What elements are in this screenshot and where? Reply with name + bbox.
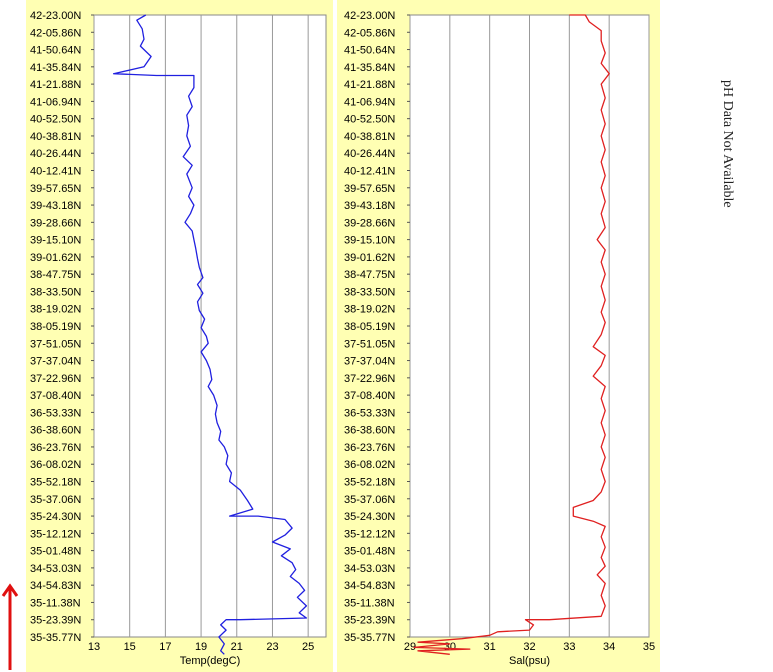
salinity-chart: 29 30 31 32 33 34 35 42-23.00N 42-05.86N 41-50.64…: [344, 10, 655, 667]
y-tick-label: 41-06.94N: [30, 96, 81, 108]
x-tick-label: 31: [484, 641, 496, 653]
y-tick-label: 38-47.75N: [30, 269, 81, 281]
y-tick-label: 34-54.83N: [30, 580, 81, 592]
x-tick-label: 19: [195, 641, 207, 653]
y-tick-label: 35-01.48N: [30, 546, 81, 558]
x-tick-label: 17: [159, 641, 171, 653]
x-tick-label: 35: [643, 641, 655, 653]
y-tick-label: 39-43.18N: [30, 200, 81, 212]
y-tick-label: 36-38.60N: [344, 425, 395, 437]
y-tick-label: 35-11.38N: [344, 597, 395, 609]
x-tick-label: 33: [563, 641, 575, 653]
y-tick-label: 39-01.62N: [344, 252, 395, 264]
y-tick-label: 39-57.65N: [30, 183, 81, 195]
y-tick-label: 38-33.50N: [344, 286, 395, 298]
y-tick-label: 35-52.18N: [30, 477, 81, 489]
x-tick-label: 15: [124, 641, 136, 653]
y-tick-label: 39-15.10N: [344, 235, 395, 247]
x-tick-label: 32: [523, 641, 535, 653]
y-tick-label: 39-01.62N: [30, 252, 81, 264]
series-line: [413, 14, 610, 655]
y-tick-label: 35-24.30N: [30, 511, 81, 523]
x-tick-label: 21: [231, 641, 243, 653]
y-tick-label: 35-23.39N: [344, 615, 395, 627]
y-tick-label: 38-33.50N: [30, 286, 81, 298]
y-tick-label: 41-21.88N: [30, 79, 81, 91]
x-axis-title: Temp(degC): [180, 655, 241, 667]
y-tick-label: 38-05.19N: [30, 321, 81, 333]
plot-area: [93, 14, 327, 638]
y-tick-label: 38-19.02N: [30, 304, 81, 316]
y-tick-label: 34-54.83N: [344, 580, 395, 592]
y-tick-label: 36-23.76N: [344, 442, 395, 454]
y-tick-label: 37-08.40N: [344, 390, 395, 402]
y-tick-label: 34-53.03N: [344, 563, 395, 575]
y-tick-label: 35-12.12N: [30, 528, 81, 540]
y-tick-label: 40-26.44N: [344, 148, 395, 160]
y-tick-label: 37-22.96N: [30, 373, 81, 385]
y-tick-label: 42-05.86N: [30, 27, 81, 39]
y-tick-label: 39-57.65N: [344, 183, 395, 195]
y-tick-label: 35-35.77N: [344, 632, 395, 644]
y-tick-label: 41-35.84N: [30, 62, 81, 74]
series-line: [112, 14, 308, 655]
x-tick-label: 29: [404, 641, 416, 653]
y-tick-label: 40-38.81N: [30, 131, 81, 143]
x-tick-label: 25: [302, 641, 314, 653]
y-tick-label: 39-28.66N: [30, 217, 81, 229]
y-tick-label: 36-08.02N: [30, 459, 81, 471]
y-tick-label: 35-35.77N: [30, 632, 81, 644]
y-tick-label: 39-43.18N: [344, 200, 395, 212]
y-tick-label: 35-23.39N: [30, 615, 81, 627]
up-arrow-icon: [1, 583, 19, 670]
y-tick-label: 36-53.33N: [344, 407, 395, 419]
y-tick-label: 36-23.76N: [30, 442, 81, 454]
y-tick-label: 37-08.40N: [30, 390, 81, 402]
y-tick-label: 40-12.41N: [344, 166, 395, 178]
x-tick-label: 13: [88, 641, 100, 653]
y-tick-label: 40-38.81N: [344, 131, 395, 143]
y-tick-label: 35-01.48N: [344, 546, 395, 558]
y-tick-label: 40-26.44N: [30, 148, 81, 160]
y-tick-label: 35-11.38N: [30, 597, 81, 609]
ph-note: pH Data Not Available: [720, 80, 735, 208]
x-axis-title: Sal(psu): [509, 655, 550, 667]
y-tick-label: 37-37.04N: [344, 356, 395, 368]
temperature-panel: 13 15 17 19 21 23 25 42-23.00N 42-05.86N 41-50.64…: [26, 0, 333, 672]
temperature-chart: 13 15 17 19 21 23 25 42-23.00N 42-05.86N 41-50.64…: [30, 10, 327, 667]
x-tick-label: 23: [266, 641, 278, 653]
y-tick-label: 39-28.66N: [344, 217, 395, 229]
y-tick-label: 40-12.41N: [30, 166, 81, 178]
y-tick-label: 35-37.06N: [344, 494, 395, 506]
y-tick-label: 41-06.94N: [344, 96, 395, 108]
y-tick-label: 37-51.05N: [30, 338, 81, 350]
y-tick-label: 37-22.96N: [344, 373, 395, 385]
y-tick-label: 37-51.05N: [344, 338, 395, 350]
y-tick-label: 36-38.60N: [30, 425, 81, 437]
y-tick-label: 41-50.64N: [344, 45, 395, 57]
y-tick-label: 40-52.50N: [344, 114, 395, 126]
y-tick-label: 35-24.30N: [344, 511, 395, 523]
y-tick-label: 41-35.84N: [344, 62, 395, 74]
y-tick-label: 42-05.86N: [344, 27, 395, 39]
y-tick-label: 35-12.12N: [344, 528, 395, 540]
y-tick-label: 37-37.04N: [30, 356, 81, 368]
y-tick-label: 41-50.64N: [30, 45, 81, 57]
y-tick-label: 35-37.06N: [30, 494, 81, 506]
x-tick-label: 34: [603, 641, 615, 653]
y-tick-label: 39-15.10N: [30, 235, 81, 247]
salinity-panel: 29 30 31 32 33 34 35 42-23.00N 42-05.86N 41-50.64…: [337, 0, 660, 672]
x-tick-label: 30: [444, 641, 456, 653]
y-tick-label: 38-47.75N: [344, 269, 395, 281]
y-tick-label: 42-23.00N: [344, 10, 395, 22]
y-tick-label: 42-23.00N: [30, 10, 81, 22]
y-tick-label: 40-52.50N: [30, 114, 81, 126]
y-tick-label: 35-52.18N: [344, 477, 395, 489]
y-tick-label: 41-21.88N: [344, 79, 395, 91]
y-tick-label: 34-53.03N: [30, 563, 81, 575]
y-tick-label: 36-08.02N: [344, 459, 395, 471]
y-tick-label: 38-05.19N: [344, 321, 395, 333]
y-tick-label: 38-19.02N: [344, 304, 395, 316]
y-tick-label: 36-53.33N: [30, 407, 81, 419]
